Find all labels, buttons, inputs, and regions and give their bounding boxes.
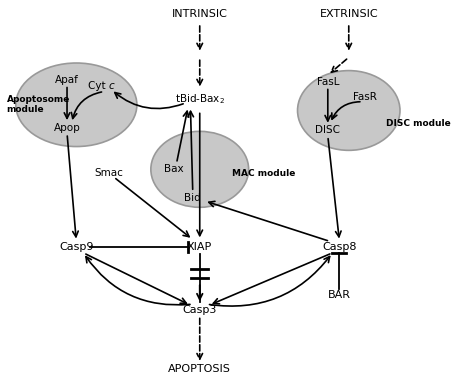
Ellipse shape: [151, 132, 249, 207]
Text: Bid: Bid: [184, 193, 201, 203]
Text: EXTRINSIC: EXTRINSIC: [319, 9, 378, 19]
Ellipse shape: [298, 71, 400, 150]
Text: APOPTOSIS: APOPTOSIS: [168, 364, 231, 374]
Text: BAR: BAR: [328, 289, 351, 300]
Text: FasL: FasL: [317, 77, 339, 87]
Text: DISC: DISC: [315, 125, 340, 135]
Text: Casp8: Casp8: [322, 242, 357, 252]
Text: tBid-Bax$_2$: tBid-Bax$_2$: [175, 92, 225, 106]
Text: INTRINSIC: INTRINSIC: [172, 9, 228, 19]
Text: Apoptosome
module: Apoptosome module: [7, 95, 70, 114]
Text: Casp9: Casp9: [59, 242, 93, 252]
Text: FasR: FasR: [353, 92, 377, 102]
Text: Bax: Bax: [164, 165, 184, 174]
Text: Casp3: Casp3: [182, 305, 217, 315]
Text: Apaf: Apaf: [55, 75, 79, 85]
Text: Cyt: Cyt: [88, 81, 109, 91]
Text: Smac: Smac: [94, 168, 123, 178]
Ellipse shape: [16, 63, 137, 147]
Text: XIAP: XIAP: [187, 242, 212, 252]
Text: Apop: Apop: [54, 123, 81, 133]
Text: MAC module: MAC module: [232, 169, 296, 178]
Text: DISC module: DISC module: [386, 119, 451, 128]
Text: c: c: [109, 81, 115, 91]
